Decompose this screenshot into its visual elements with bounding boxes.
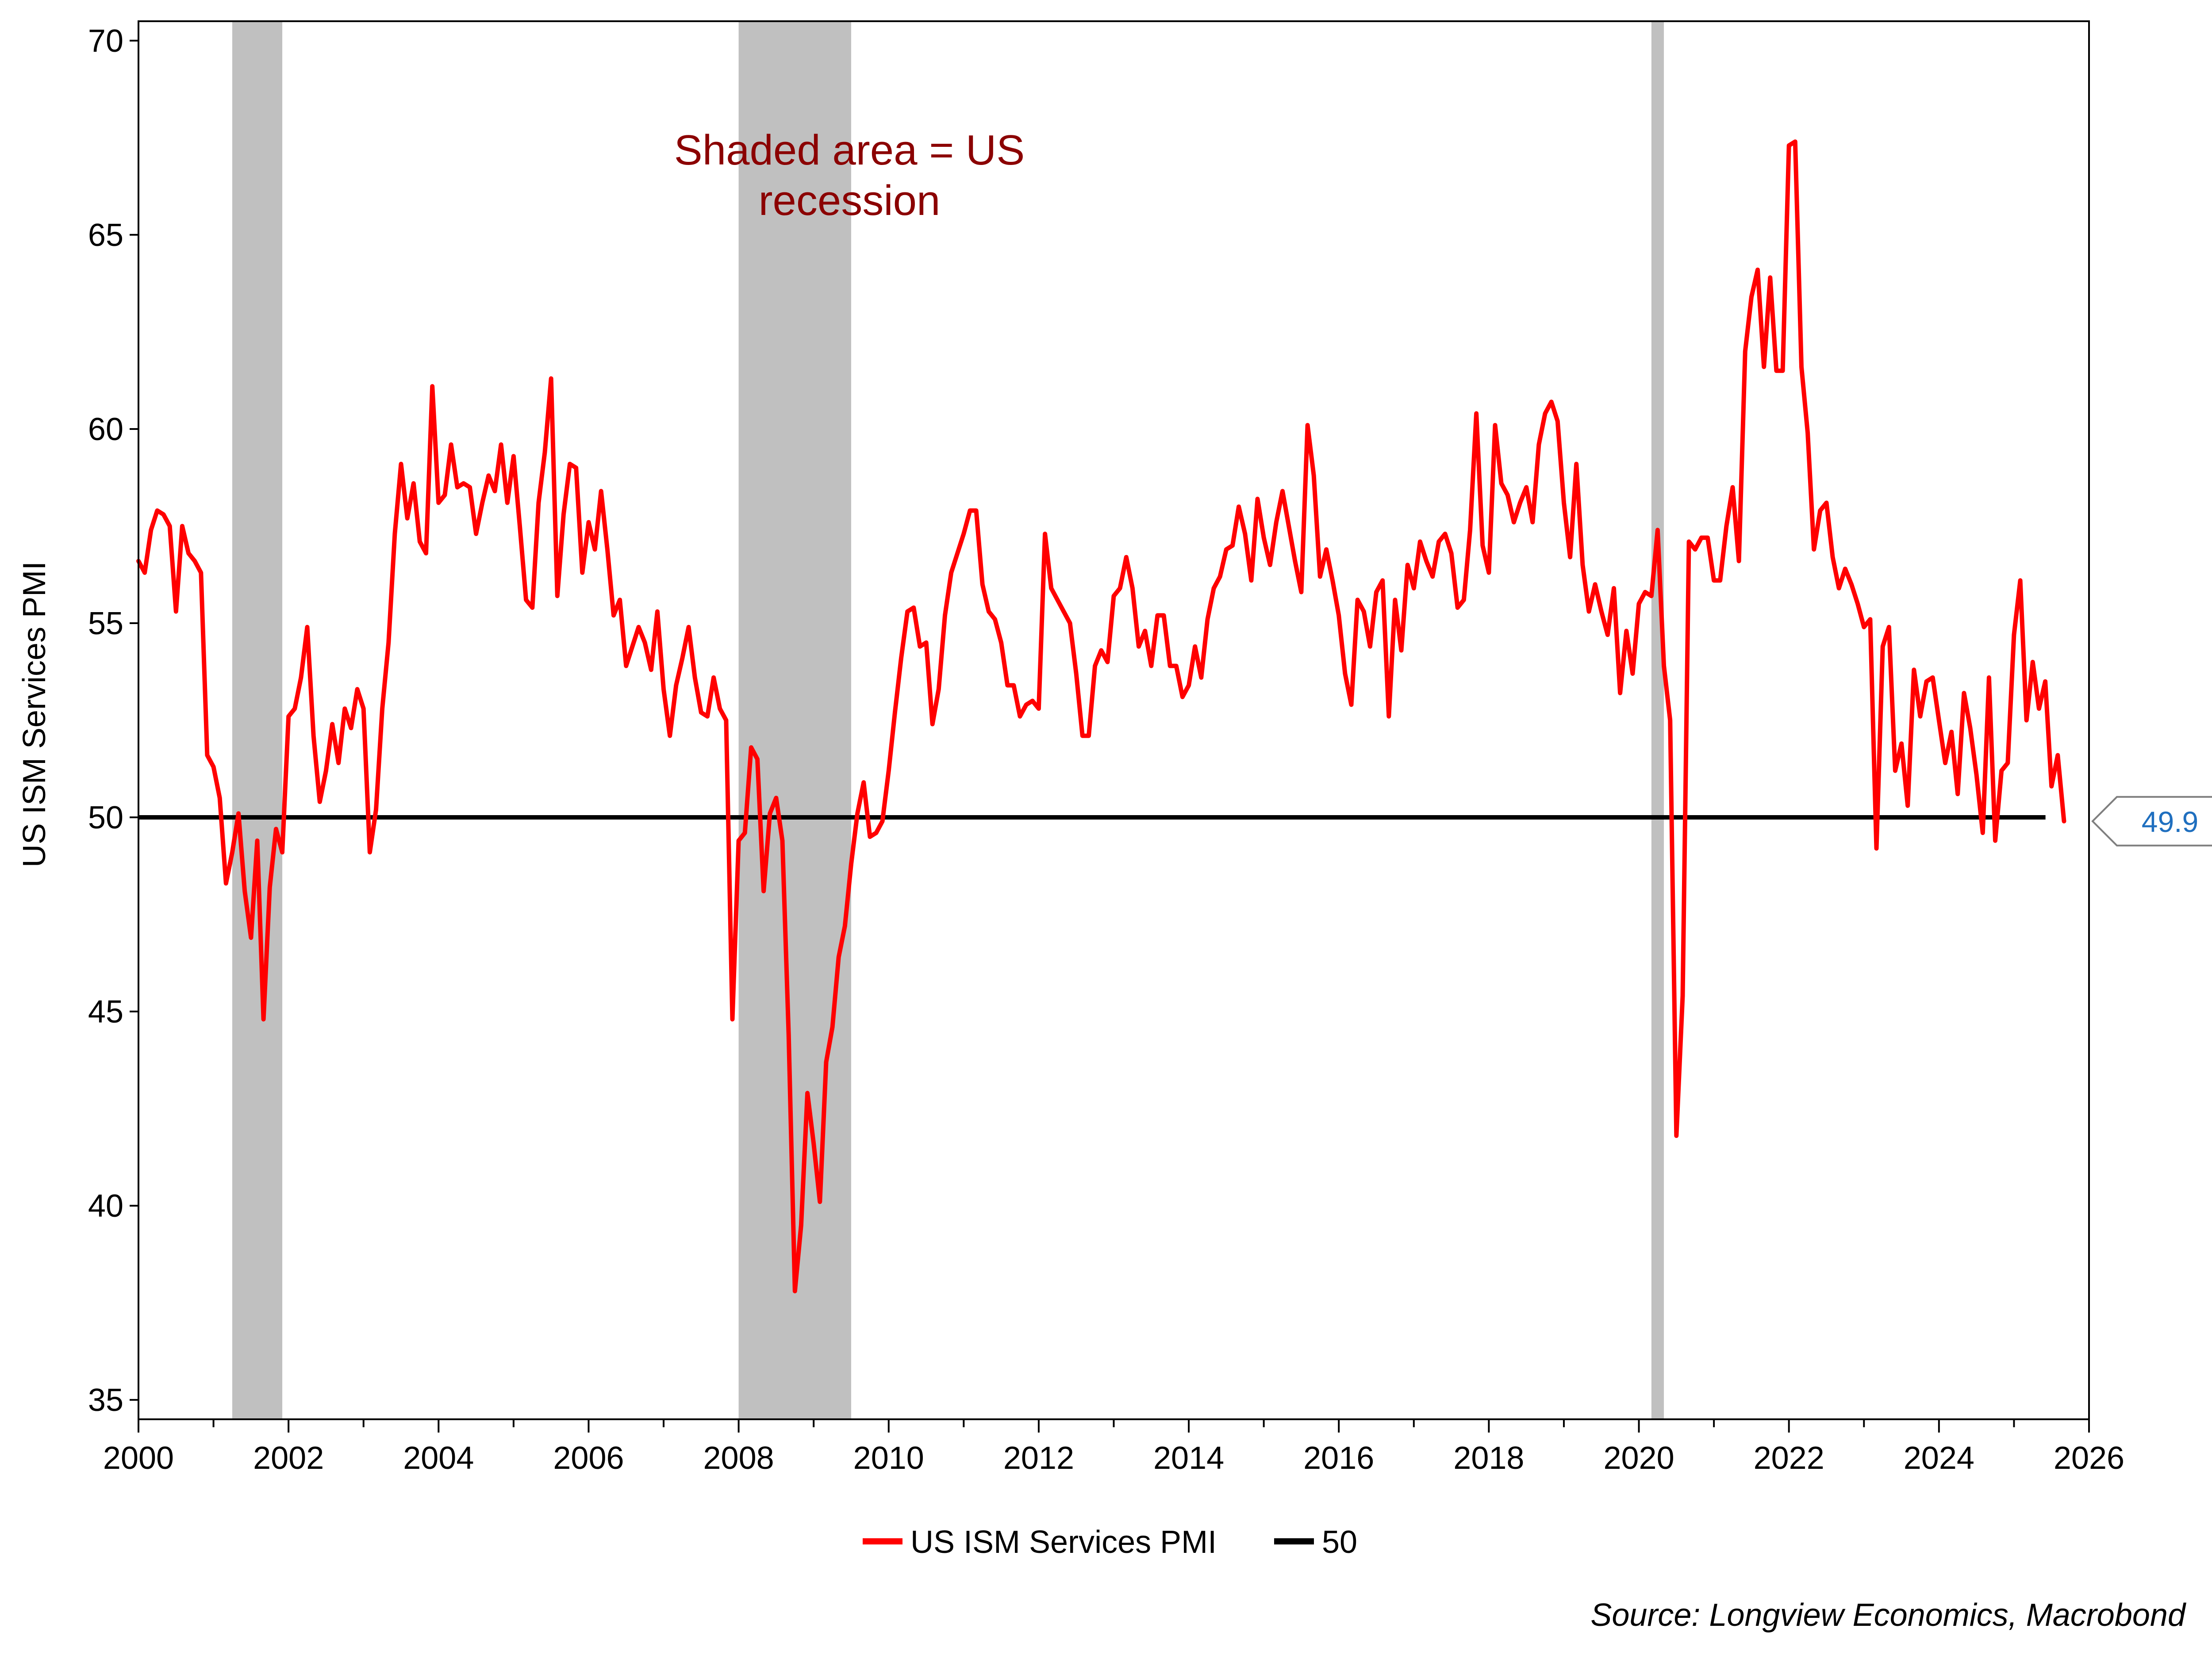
recession-bar-1 [232,21,283,1419]
y-tick-label: 65 [88,218,123,253]
annotation-group: Shaded area = US recession [674,126,1025,224]
y-tick-label: 70 [88,23,123,59]
y-axis-label-group: US ISM Services PMI [17,561,52,867]
legend: US ISM Services PMI 50 [863,1525,1357,1560]
x-tick-label: 2000 [103,1441,174,1476]
x-tick-label: 2020 [1603,1441,1674,1476]
y-tick-label: 45 [88,994,123,1030]
last-value-label: 49.9 [2142,805,2198,838]
y-tick-label: 60 [88,412,123,447]
source-note: Source: Longview Economics, Macrobond [1590,1598,2186,1633]
x-tick-label: 2004 [403,1441,474,1476]
annotation-text-line-2: recession [759,177,941,224]
x-tick-label: 2014 [1153,1441,1224,1476]
series-line-pmi [136,139,2066,1294]
x-tick-label: 2008 [703,1441,774,1476]
x-tick-label: 2012 [1003,1441,1074,1476]
annotation-text-line-1: Shaded area = US [674,126,1025,174]
x-tick-label: 2010 [853,1441,924,1476]
x-tick-label: 2006 [553,1441,624,1476]
x-tick-label: 2024 [1904,1441,1974,1476]
y-tick-label: 50 [88,800,123,835]
x-tick-label: 2026 [2054,1441,2124,1476]
recession-bar-2 [738,21,851,1419]
legend-label-pmi: US ISM Services PMI [910,1525,1217,1560]
last-value-box [2091,796,2212,847]
series-group [136,139,2066,1294]
x-tick-label: 2018 [1453,1441,1524,1476]
legend-label-50: 50 [1322,1525,1357,1560]
x-tick-label: 2002 [253,1441,324,1476]
x-tick-label: 2016 [1303,1441,1374,1476]
last-value-marker: 49.9 [2091,796,2212,847]
y-tick-label: 35 [88,1383,123,1418]
axes-group: 35 40 45 50 55 60 65 70 2000 2002 2004 2006 2008 2010… [88,20,2124,1476]
x-tick-label: 2022 [1754,1441,1824,1476]
y-axis-label: US ISM Services PMI [17,561,52,867]
recession-shading-group [232,21,1664,1419]
y-tick-label: 40 [88,1188,123,1224]
y-tick-label: 55 [88,606,123,641]
recession-bar-3 [1651,21,1664,1419]
